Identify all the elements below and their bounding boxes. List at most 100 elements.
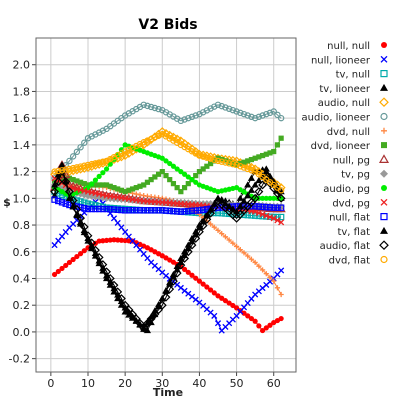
data-point xyxy=(81,162,88,169)
data-point xyxy=(278,291,284,298)
data-point xyxy=(229,106,237,114)
data-point xyxy=(121,207,129,214)
data-point xyxy=(74,178,80,184)
data-point xyxy=(204,284,210,290)
legend-label: audio, lioneer xyxy=(302,113,371,124)
legend-label: null, flat xyxy=(329,213,370,224)
x-tick-label: 10 xyxy=(81,377,95,390)
y-tick-label: 0.2 xyxy=(13,299,31,312)
data-point xyxy=(95,205,103,213)
series-dvd-flat xyxy=(51,130,285,194)
x-tick-label: 50 xyxy=(230,377,244,390)
data-point xyxy=(207,155,214,162)
data-point xyxy=(237,109,244,117)
data-point xyxy=(81,139,88,146)
data-point xyxy=(277,187,285,194)
data-point xyxy=(66,175,73,181)
data-point xyxy=(55,268,61,275)
data-point xyxy=(255,176,263,184)
series-null-null xyxy=(51,237,284,334)
legend-label: dvd, pg xyxy=(332,198,370,209)
data-point xyxy=(135,318,145,328)
data-point xyxy=(211,156,218,164)
data-point xyxy=(183,247,193,257)
data-point xyxy=(77,198,84,205)
legend-label: dvd, flat xyxy=(329,256,370,267)
data-point xyxy=(263,212,270,219)
data-point xyxy=(240,197,248,204)
legend-marker xyxy=(380,69,388,78)
data-point xyxy=(244,181,252,188)
data-point xyxy=(88,201,95,208)
legend: null, null null, lioneer tv, null tv, lione… xyxy=(302,41,390,267)
data-point xyxy=(58,161,66,168)
data-point xyxy=(259,195,266,201)
data-point xyxy=(159,207,166,214)
legend-marker xyxy=(380,112,388,121)
data-point xyxy=(144,102,151,110)
data-point xyxy=(237,247,243,253)
data-point xyxy=(211,290,217,296)
x-tick-label: 40 xyxy=(192,377,206,390)
data-point xyxy=(92,177,99,183)
data-point xyxy=(170,163,177,169)
data-point xyxy=(100,238,106,244)
data-point xyxy=(194,227,204,237)
data-point xyxy=(200,166,206,172)
data-point xyxy=(51,196,58,203)
data-point xyxy=(259,112,266,119)
legend-label: tv, lioneer xyxy=(319,84,371,95)
data-point xyxy=(219,295,225,301)
legend-label: tv, pg xyxy=(341,170,370,181)
data-point xyxy=(133,207,140,214)
data-point xyxy=(155,171,162,177)
x-tick-label: 60 xyxy=(267,377,281,390)
data-point xyxy=(107,237,113,243)
data-point xyxy=(247,186,256,193)
data-point xyxy=(87,238,97,248)
data-point xyxy=(189,177,195,183)
data-point xyxy=(92,202,99,209)
data-point xyxy=(181,171,188,177)
y-tick-label: 1.8 xyxy=(13,85,31,98)
data-point xyxy=(278,315,284,322)
data-point xyxy=(152,174,158,180)
data-point xyxy=(137,183,143,189)
data-point xyxy=(259,152,266,159)
data-point xyxy=(85,182,91,188)
data-point xyxy=(193,275,199,281)
legend-label: audio, pg xyxy=(323,184,370,195)
data-point xyxy=(151,207,159,214)
data-point xyxy=(256,154,262,160)
data-point xyxy=(69,153,77,160)
data-point xyxy=(98,260,108,270)
data-point xyxy=(96,173,102,180)
data-point xyxy=(226,237,232,243)
data-point xyxy=(276,204,286,213)
legend-marker xyxy=(380,169,388,178)
data-point xyxy=(55,167,62,175)
data-point xyxy=(215,293,221,299)
data-point xyxy=(151,104,159,112)
data-point xyxy=(240,110,248,118)
data-point xyxy=(163,173,169,179)
data-point xyxy=(136,207,144,214)
data-point xyxy=(276,193,286,203)
data-point xyxy=(81,248,87,254)
y-tick-label: 2.0 xyxy=(13,59,31,72)
data-point xyxy=(252,259,258,266)
data-point xyxy=(124,305,134,315)
data-point xyxy=(225,160,233,167)
data-point xyxy=(81,181,87,187)
data-point xyxy=(191,147,201,157)
data-point xyxy=(167,177,173,183)
data-point xyxy=(103,237,110,244)
data-point xyxy=(120,300,130,310)
data-point xyxy=(118,206,125,214)
data-point xyxy=(188,207,196,215)
data-point xyxy=(107,206,114,213)
data-point xyxy=(178,189,184,195)
series-null-flat xyxy=(51,196,285,215)
data-point xyxy=(251,181,259,188)
plot-border xyxy=(35,37,297,373)
